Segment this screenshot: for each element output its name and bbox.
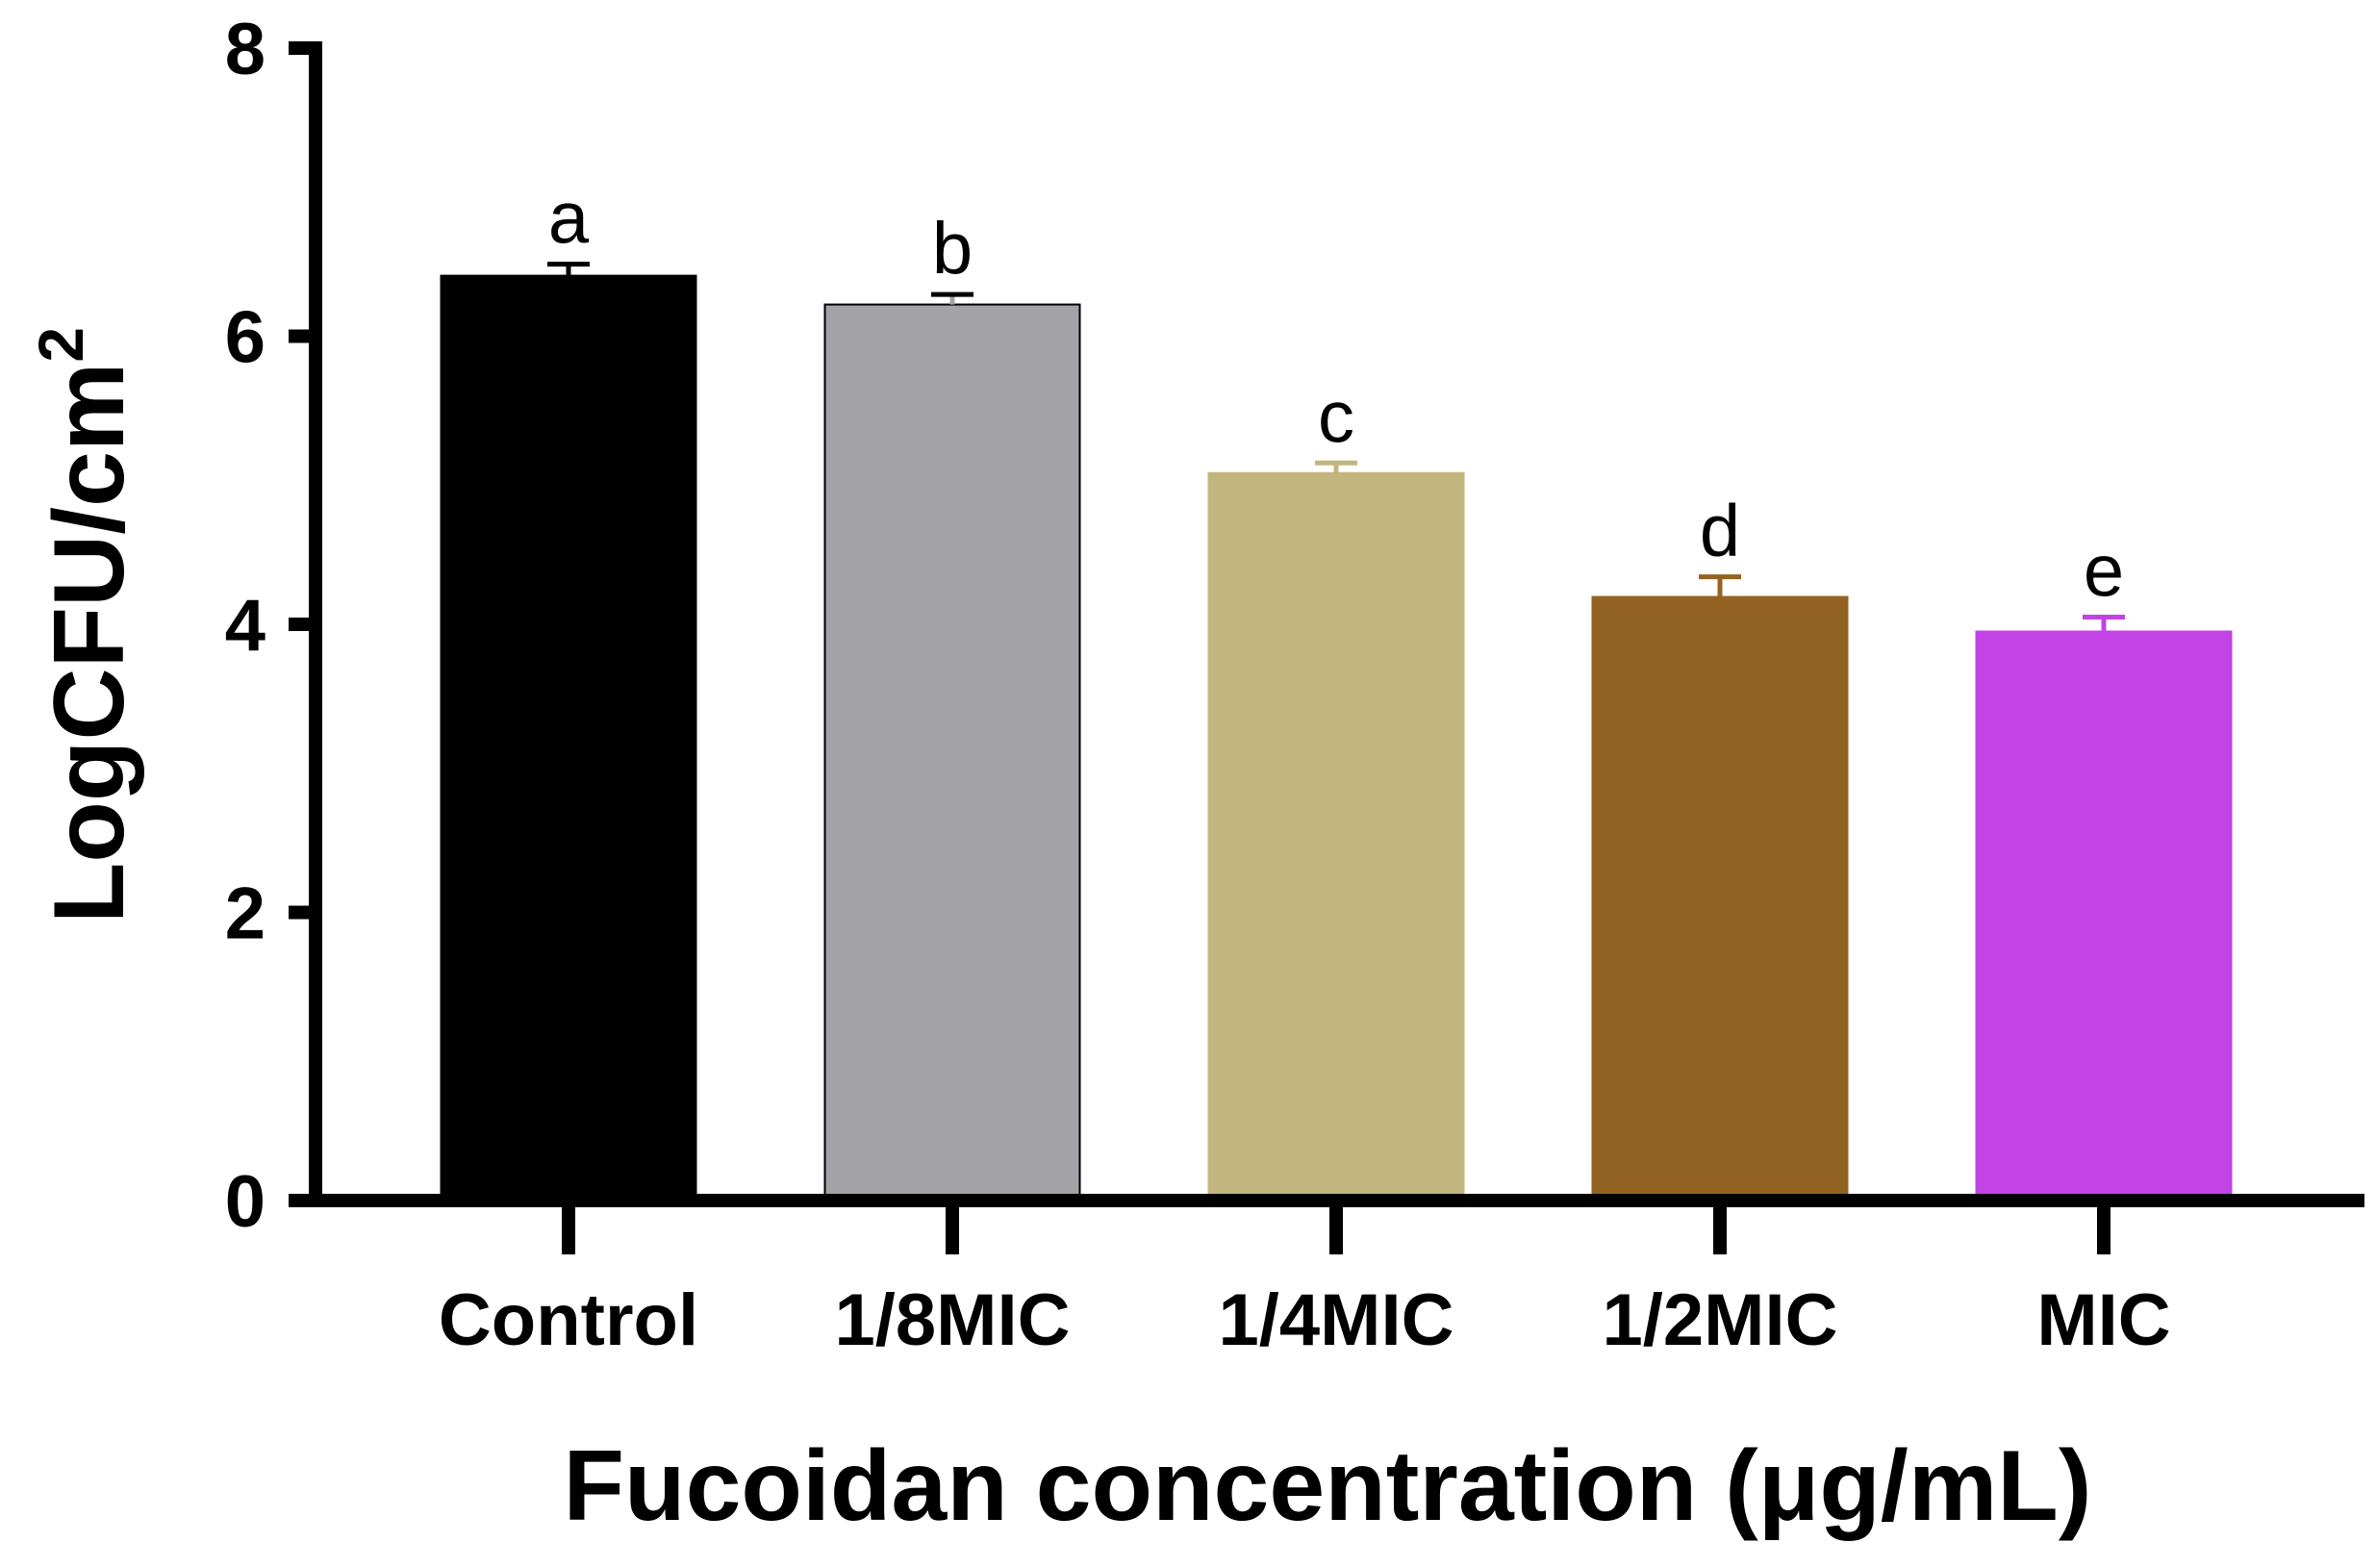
significance-label: c — [1318, 376, 1354, 458]
significance-labels-group: a b c d e — [548, 178, 2124, 613]
bar — [1975, 630, 2233, 1201]
x-tick-label: 1/2MIC — [1603, 1279, 1838, 1361]
significance-label: d — [1700, 491, 1740, 572]
significance-label: a — [548, 178, 590, 260]
y-axis-title-superscript: 2 — [25, 327, 96, 363]
x-tick-label: MIC — [2036, 1279, 2170, 1361]
x-ticks-group: Control 1/8MIC 1/4MIC 1/2MIC MIC — [439, 1201, 2171, 1361]
y-tick-label: 0 — [225, 1161, 265, 1243]
y-tick-label: 6 — [225, 297, 265, 379]
bar — [1591, 595, 1849, 1201]
significance-label: b — [932, 208, 973, 290]
bars-group — [440, 274, 2233, 1202]
y-tick-label: 4 — [225, 585, 265, 667]
y-axis-title-main: LogCFU/cm — [34, 363, 145, 924]
bar — [823, 303, 1081, 1201]
y-tick-label: 2 — [225, 873, 265, 955]
y-ticks-group: 0 2 4 6 8 — [225, 9, 316, 1243]
significance-label: e — [2084, 531, 2124, 613]
bar — [440, 274, 697, 1202]
x-tick-label: 1/8MIC — [835, 1279, 1071, 1361]
x-tick-label: Control — [439, 1279, 698, 1361]
y-axis-title: LogCFU/cm2 — [25, 327, 145, 923]
x-tick-label: 1/4MIC — [1219, 1279, 1454, 1361]
x-axis-title: Fucoidan concentration (μg/mL) — [564, 1430, 2092, 1542]
error-bars-group — [547, 262, 2125, 632]
bar — [1207, 471, 1465, 1201]
y-tick-label: 8 — [225, 9, 265, 90]
